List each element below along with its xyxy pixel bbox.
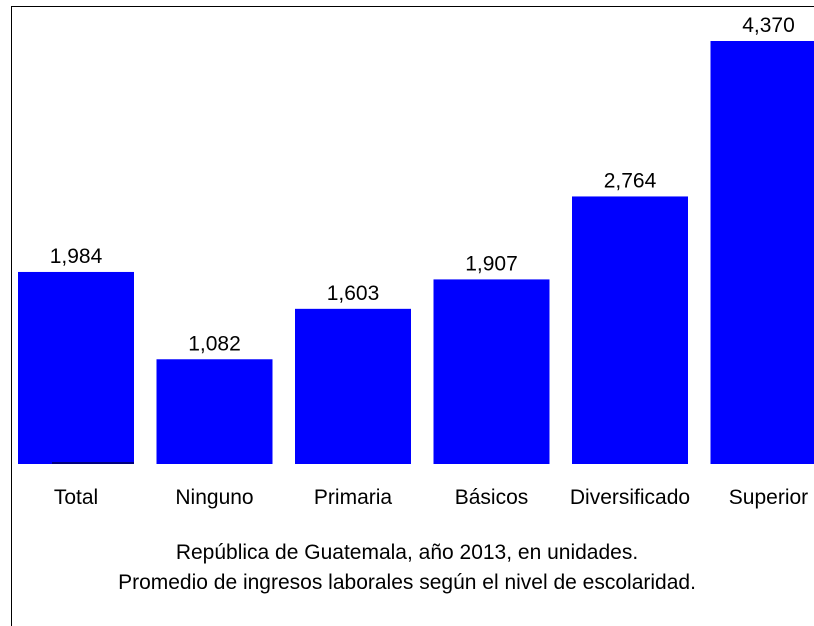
category-label-2: Ninguno xyxy=(175,486,253,509)
category-label-5: Diversificado xyxy=(570,486,690,509)
value-label-5: 2,764 xyxy=(604,169,657,192)
bar-5 xyxy=(572,196,688,464)
bars-group xyxy=(18,41,814,464)
bar-chart: 1,984 1,082 1,603 1,907 2,764 4,370 Total Ning… xyxy=(0,0,814,530)
category-label-6: Superior xyxy=(729,486,808,509)
chart-caption-line-2: Promedio de ingresos laborales según el … xyxy=(0,571,814,595)
bar-6 xyxy=(711,41,814,464)
value-label-4: 1,907 xyxy=(465,252,518,275)
value-label-3: 1,603 xyxy=(327,282,380,305)
category-labels-group: Total Ninguno Primaria Básicos Diversificado… xyxy=(54,486,808,509)
value-label-6: 4,370 xyxy=(742,14,795,37)
category-label-4: Básicos xyxy=(455,486,529,509)
bar-2 xyxy=(157,359,273,464)
bar-3 xyxy=(295,309,411,464)
category-label-1: Total xyxy=(54,486,98,509)
chart-caption-line-1: República de Guatemala, año 2013, en uni… xyxy=(0,541,814,565)
value-label-2: 1,082 xyxy=(188,332,241,355)
bar-1 xyxy=(18,272,134,464)
category-label-3: Primaria xyxy=(314,486,392,509)
bar-4 xyxy=(434,279,550,464)
value-label-1: 1,984 xyxy=(50,245,103,268)
